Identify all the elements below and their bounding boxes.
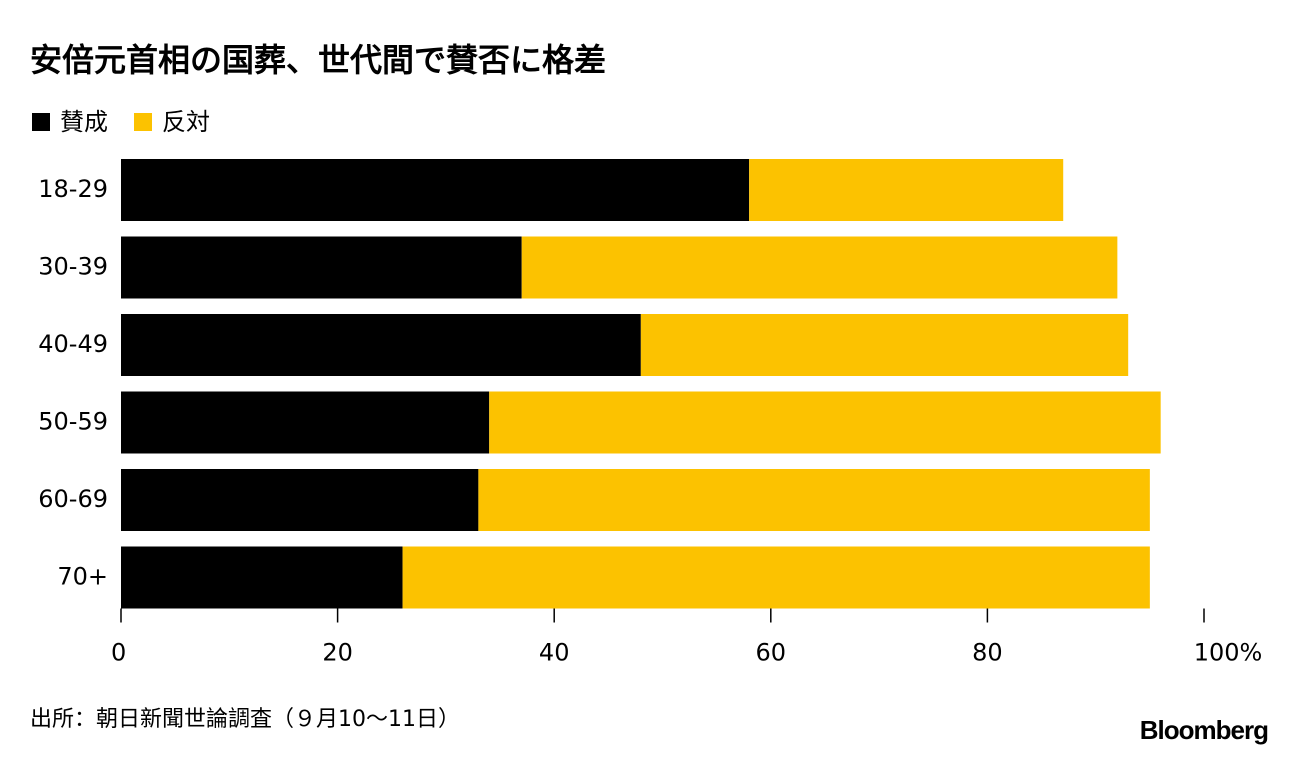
bar-segment xyxy=(121,469,479,531)
bar-segment xyxy=(749,159,1064,221)
legend-label: 反対 xyxy=(162,108,210,136)
y-tick-label: 60-69 xyxy=(38,485,108,513)
x-tick-label: 40 xyxy=(539,639,570,667)
bar-segment xyxy=(121,314,641,376)
y-tick-label: 50-59 xyxy=(38,408,108,436)
x-tick-label: 60 xyxy=(756,639,787,667)
x-tick-label: 80 xyxy=(972,639,1003,667)
bar-segment xyxy=(121,236,522,299)
logo: Bloomberg xyxy=(1140,715,1268,745)
y-tick-label: 18-29 xyxy=(38,175,108,203)
bar-segment xyxy=(402,546,1150,609)
chart-title: 安倍元首相の国葬、世代間で賛否に格差 xyxy=(30,41,606,79)
bar-segment xyxy=(121,159,750,221)
legend-swatch xyxy=(32,113,50,131)
x-tick-label: 0 xyxy=(111,639,126,667)
legend-swatch xyxy=(134,113,152,131)
bar-segment xyxy=(478,469,1150,531)
y-tick-label: 70+ xyxy=(57,563,108,591)
legend-label: 賛成 xyxy=(60,108,108,136)
y-tick-label: 40-49 xyxy=(38,330,108,358)
bar-segment xyxy=(489,391,1161,454)
bar-segment xyxy=(121,391,490,454)
bar-segment xyxy=(521,236,1118,299)
bar-segment xyxy=(640,314,1129,376)
bar-segment xyxy=(121,546,403,609)
x-tick-label: 20 xyxy=(322,639,353,667)
y-tick-label: 30-39 xyxy=(38,253,108,281)
x-tick-label: 100% xyxy=(1194,639,1263,667)
source-note: 出所：朝日新聞世論調査（９月10〜11日） xyxy=(30,707,460,732)
